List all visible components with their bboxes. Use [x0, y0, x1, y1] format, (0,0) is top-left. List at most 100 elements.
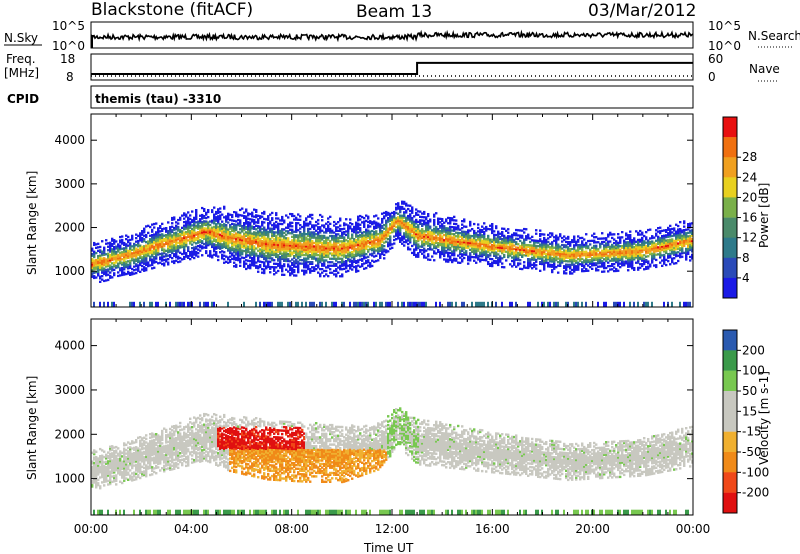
power-cell — [513, 254, 516, 258]
power-cell — [277, 217, 280, 220]
power-cell — [145, 260, 148, 263]
power-cell — [459, 228, 462, 231]
power-cell — [581, 268, 584, 271]
power-cell — [545, 249, 548, 252]
power-cell — [185, 238, 188, 241]
power-cell — [287, 252, 290, 256]
power-cell — [599, 237, 602, 240]
power-cell — [411, 227, 414, 230]
power-cell — [425, 228, 428, 231]
power-cell — [541, 255, 544, 259]
power-cell — [137, 248, 140, 251]
power-cell — [357, 247, 360, 250]
noise-sky-line — [91, 29, 693, 43]
power-cell — [531, 244, 534, 247]
power-cell — [161, 242, 164, 245]
power-cell — [269, 250, 272, 253]
power-cell — [205, 236, 208, 239]
power-cell — [611, 250, 614, 254]
power-cell — [459, 242, 462, 245]
power-cell — [203, 221, 206, 225]
power-cell — [583, 245, 586, 248]
power-cell — [199, 244, 202, 247]
power-cell — [327, 227, 330, 231]
power-cell — [463, 248, 466, 251]
power-cell — [461, 220, 464, 223]
power-cell — [103, 279, 106, 283]
power-cell — [155, 253, 158, 257]
power-cell — [515, 246, 518, 249]
power-cell — [433, 227, 436, 230]
power-cell — [341, 275, 344, 278]
power-cell — [317, 241, 320, 245]
power-cell — [123, 257, 126, 260]
power-cell — [233, 219, 236, 222]
power-cell-near — [319, 301, 321, 307]
power-cell — [565, 237, 568, 240]
power-cell — [267, 239, 270, 242]
power-cell — [451, 236, 454, 239]
power-cell — [425, 225, 428, 228]
power-cell — [497, 253, 500, 256]
power-cell — [237, 243, 240, 246]
power-cell — [217, 255, 220, 258]
power-cell — [333, 240, 336, 243]
power-cell — [229, 232, 232, 236]
power-cell — [207, 237, 210, 240]
power-cell — [645, 267, 648, 270]
power-cell — [279, 264, 282, 267]
power-cell — [251, 237, 254, 241]
power-cell — [411, 229, 414, 232]
power-cell — [339, 275, 342, 278]
power-cell — [263, 263, 266, 266]
power-cell — [185, 220, 188, 223]
power-cell — [487, 243, 490, 246]
power-cell-near — [515, 301, 517, 307]
power-cell — [351, 254, 354, 257]
power-cell — [115, 266, 118, 269]
power-cell — [243, 260, 246, 263]
power-cell — [567, 260, 570, 263]
power-cell — [503, 227, 506, 230]
power-cell — [325, 259, 328, 262]
power-cell — [641, 233, 644, 236]
power-cell — [163, 264, 166, 267]
power-cell — [325, 238, 328, 241]
power-cell — [453, 250, 456, 253]
power-cell — [459, 249, 462, 252]
power-cell — [507, 245, 510, 248]
power-cell — [205, 229, 208, 232]
power-cell — [461, 258, 464, 261]
power-cell — [433, 231, 436, 234]
power-cell — [503, 238, 506, 241]
power-cell — [271, 236, 274, 239]
power-cell — [585, 268, 588, 271]
power-cell — [231, 249, 234, 252]
power-cell — [565, 265, 568, 268]
power-cell — [327, 275, 330, 278]
power-cell — [551, 248, 554, 251]
power-cell — [411, 244, 414, 248]
power-cell — [245, 231, 248, 234]
power-cell — [303, 234, 306, 237]
power-cell — [609, 249, 612, 252]
power-cell-near — [265, 301, 267, 307]
power-cell — [257, 242, 260, 245]
power-cell — [327, 243, 330, 246]
power-cell — [131, 238, 134, 241]
power-cell — [133, 244, 136, 247]
power-cell — [257, 254, 260, 258]
power-cell — [305, 233, 308, 236]
power-cell — [265, 218, 268, 221]
power-cell — [237, 255, 240, 258]
power-cell — [575, 252, 578, 256]
power-cell — [297, 255, 300, 258]
power-cell — [173, 246, 176, 249]
power-cell — [635, 249, 638, 252]
power-cell — [631, 251, 634, 254]
power-cell-near — [487, 301, 489, 307]
power-cell — [305, 224, 308, 227]
power-cell — [451, 241, 454, 244]
power-cell — [473, 256, 476, 259]
power-cell — [563, 251, 566, 254]
